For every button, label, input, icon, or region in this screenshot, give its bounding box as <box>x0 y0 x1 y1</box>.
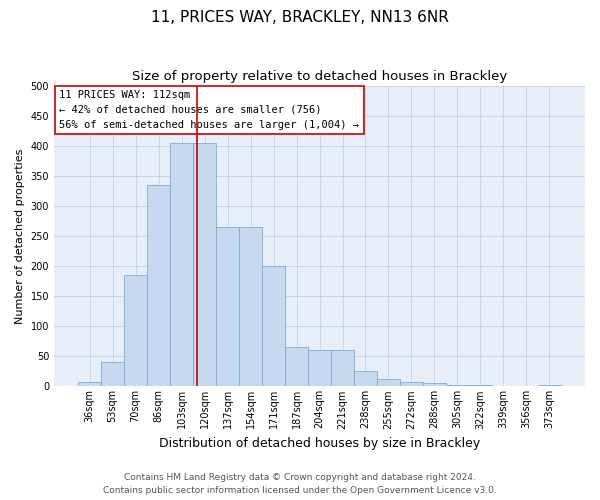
Text: Contains HM Land Registry data © Crown copyright and database right 2024.
Contai: Contains HM Land Registry data © Crown c… <box>103 474 497 495</box>
Bar <box>124 275 147 386</box>
Bar <box>423 384 446 386</box>
Bar <box>170 142 193 386</box>
Bar <box>308 350 331 386</box>
Bar <box>216 227 239 386</box>
Bar <box>538 384 561 386</box>
Text: 11, PRICES WAY, BRACKLEY, NN13 6NR: 11, PRICES WAY, BRACKLEY, NN13 6NR <box>151 10 449 25</box>
Bar <box>239 227 262 386</box>
X-axis label: Distribution of detached houses by size in Brackley: Distribution of detached houses by size … <box>159 437 480 450</box>
Title: Size of property relative to detached houses in Brackley: Size of property relative to detached ho… <box>132 70 507 83</box>
Bar <box>400 382 423 386</box>
Y-axis label: Number of detached properties: Number of detached properties <box>15 148 25 324</box>
Text: 11 PRICES WAY: 112sqm
← 42% of detached houses are smaller (756)
56% of semi-det: 11 PRICES WAY: 112sqm ← 42% of detached … <box>59 90 359 130</box>
Bar <box>147 185 170 386</box>
Bar <box>469 384 492 386</box>
Bar <box>78 382 101 386</box>
Bar <box>377 379 400 386</box>
Bar <box>262 266 285 386</box>
Bar <box>446 384 469 386</box>
Bar <box>285 348 308 387</box>
Bar <box>101 362 124 386</box>
Bar <box>193 142 216 386</box>
Bar <box>354 372 377 386</box>
Bar <box>331 350 354 386</box>
